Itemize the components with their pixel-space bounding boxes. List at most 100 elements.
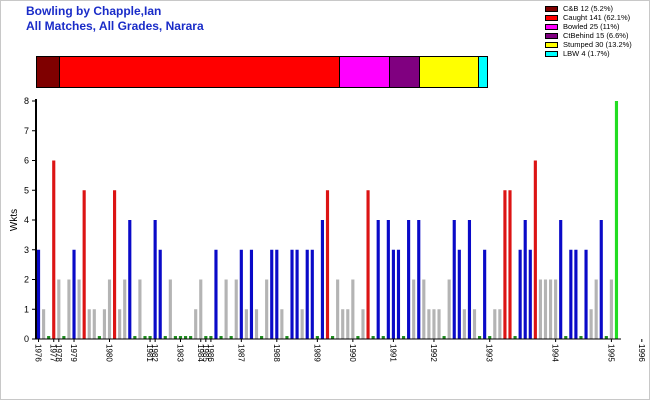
y-tick-label: 5 [24, 185, 29, 195]
bar [239, 249, 243, 339]
bar [199, 279, 203, 339]
x-tick-label: 1988 [272, 344, 281, 362]
bar [483, 249, 487, 339]
y-tick-label: 6 [24, 156, 29, 166]
bar [153, 220, 157, 339]
y-tick-label: 2 [24, 275, 29, 285]
bar [47, 336, 51, 339]
bar [128, 220, 132, 339]
bar [315, 336, 319, 339]
bar [513, 336, 517, 339]
bar [290, 249, 294, 339]
bar [407, 220, 411, 339]
bar [462, 309, 466, 339]
bar [77, 279, 81, 339]
bar [336, 279, 340, 339]
legend-label: Stumped 30 (13.2%) [563, 40, 632, 49]
bar [325, 190, 330, 339]
x-tick-label: 1990 [348, 344, 357, 362]
bar [260, 336, 264, 339]
y-tick-label: 1 [24, 304, 29, 314]
legend-item-cb: C&B 12 (5.2%) [545, 4, 632, 13]
bar [249, 249, 254, 339]
bar [189, 336, 193, 339]
bar [351, 279, 355, 339]
bar [214, 249, 218, 339]
segment-lbw [479, 57, 487, 87]
bar [224, 279, 228, 339]
bar [138, 279, 142, 339]
bar [229, 336, 233, 339]
bar [102, 309, 107, 339]
bar [52, 160, 56, 339]
bar [42, 309, 46, 339]
bar [609, 279, 613, 339]
x-tick-label: 1989 [312, 344, 321, 362]
legend: C&B 12 (5.2%) Caught 141 (62.1%) Bowled … [545, 4, 632, 58]
bar [148, 336, 152, 339]
bar [36, 249, 41, 339]
bar [452, 220, 456, 339]
bar [275, 249, 279, 339]
bar [604, 336, 608, 339]
x-tick-label: 1978 [54, 344, 63, 362]
bar [574, 249, 578, 339]
legend-swatch [545, 41, 558, 48]
legend-item-stumped: Stumped 30 (13.2%) [545, 40, 632, 49]
bar [194, 309, 198, 339]
bar [548, 279, 553, 339]
bar [538, 279, 542, 339]
legend-label: Caught 141 (62.1%) [563, 13, 631, 22]
bar [113, 190, 117, 339]
bar [57, 279, 61, 339]
bar [67, 279, 71, 339]
bar [543, 279, 548, 339]
bar [346, 309, 350, 339]
bar [163, 336, 167, 339]
bar [503, 190, 507, 339]
legend-swatch [545, 32, 558, 39]
bar [599, 220, 603, 339]
bar [62, 336, 66, 339]
legend-label: LBW 4 (1.7%) [563, 49, 610, 58]
y-axis-label: Wkts [9, 209, 20, 231]
chart-title: Bowling by Chapple,Ian [26, 4, 162, 18]
x-tick-label: 1985 [201, 344, 210, 362]
bar [554, 279, 558, 339]
legend-swatch [545, 23, 558, 30]
bar [204, 336, 208, 339]
chart-titles: Bowling by Chapple,Ian All Matches, All … [26, 4, 204, 34]
bar [432, 309, 436, 339]
bar [437, 309, 441, 339]
bar [569, 249, 573, 339]
x-tick-label: 1994 [551, 344, 560, 362]
bar [280, 309, 284, 339]
bar [92, 309, 96, 339]
bar [523, 220, 527, 339]
x-tick-label: 1977 [49, 344, 58, 362]
legend-label: CtBehind 15 (6.6%) [563, 31, 629, 40]
x-tick-label: 1987 [236, 344, 245, 362]
x-tick-label: 1983 [175, 344, 184, 362]
bar [508, 190, 512, 339]
bar [427, 309, 431, 339]
bar [417, 220, 421, 339]
bar [396, 249, 401, 339]
bar [234, 279, 238, 339]
bar [564, 336, 568, 339]
bar [285, 336, 289, 339]
bar [488, 336, 492, 339]
bar [391, 249, 395, 339]
x-tick-label: 1992 [429, 344, 438, 362]
y-tick-label: 4 [24, 215, 29, 225]
bar [594, 279, 598, 339]
bar [518, 249, 522, 339]
bar [310, 249, 314, 339]
bar [265, 279, 269, 339]
bar [467, 220, 472, 339]
bar [376, 220, 380, 339]
bar [178, 336, 183, 339]
legend-label: C&B 12 (5.2%) [563, 4, 614, 13]
x-tick-label: 1984 [196, 344, 205, 362]
bar [183, 336, 188, 339]
